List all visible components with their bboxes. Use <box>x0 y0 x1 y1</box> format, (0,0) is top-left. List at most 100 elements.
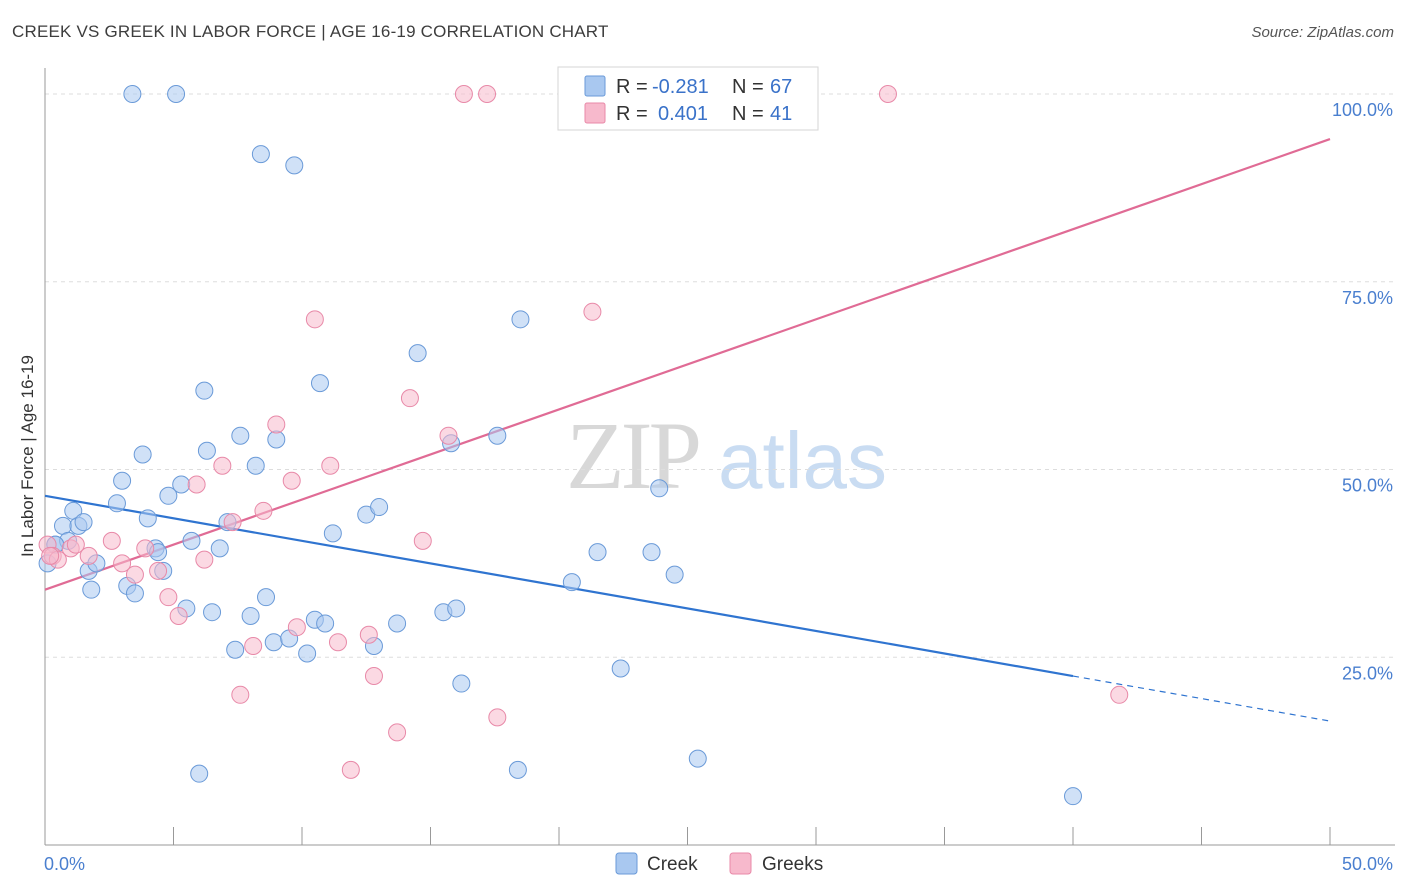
legend-r-value-greek: 0.401 <box>658 103 708 125</box>
y-axis-title: In Labor Force | Age 16-19 <box>18 355 37 557</box>
watermark-zip: ZIP <box>566 402 699 509</box>
creek-point-26 <box>203 603 222 622</box>
y-tick-labels: 25.0% 50.0% 75.0% 100.0% <box>1332 100 1393 683</box>
creek-point-2 <box>53 516 72 535</box>
creek-point-51 <box>488 426 507 445</box>
creek-point-59 <box>665 565 684 584</box>
x-tick-labels: 0.0% 50.0% <box>44 854 1393 874</box>
greek-point-28 <box>364 667 383 686</box>
creek-point-49 <box>447 599 466 618</box>
legend-n-label-greek: N = <box>732 103 764 125</box>
x-tick-label-1: 50.0% <box>1342 854 1393 874</box>
greek-point-18 <box>244 636 263 655</box>
creek-point-65 <box>123 85 142 104</box>
greek-point-10 <box>149 561 168 580</box>
greek-point-30 <box>400 389 419 408</box>
creek-point-45 <box>388 614 407 633</box>
creek-point-39 <box>310 374 329 393</box>
greek-point-27 <box>359 625 378 644</box>
legend-n-label-creek: N = <box>732 76 764 98</box>
greek-point-17 <box>231 685 250 704</box>
greek-point-38 <box>878 85 897 104</box>
creek-point-34 <box>264 633 283 652</box>
greek-point-8 <box>125 565 144 584</box>
creek-point-53 <box>511 310 530 329</box>
axes <box>44 68 1395 846</box>
creek-point-10 <box>107 494 126 513</box>
creek-point-8 <box>82 580 101 599</box>
creek-point-24 <box>195 381 214 400</box>
creek-point-40 <box>316 614 335 633</box>
bottom-legend-label-creek: Creek <box>647 854 698 875</box>
creek-point-23 <box>190 764 209 783</box>
greek-point-12 <box>169 606 188 625</box>
legend-r-label-creek: R = <box>616 76 648 98</box>
creek-point-25 <box>197 441 216 460</box>
creek-point-13 <box>125 584 144 603</box>
creek-point-37 <box>298 644 317 663</box>
creek-point-19 <box>159 486 178 505</box>
greek-points <box>38 85 1129 779</box>
creek-point-20 <box>172 475 191 494</box>
chart-title: CREEK VS GREEK IN LABOR FORCE | AGE 16-1… <box>12 22 609 41</box>
legend-n-value-greek: 41 <box>770 103 792 125</box>
creek-point-61 <box>1064 787 1082 806</box>
creek-point-33 <box>257 588 276 607</box>
greek-point-11 <box>159 588 178 607</box>
bottom-legend-swatch-creek <box>615 852 638 875</box>
greek-point-21 <box>282 471 301 490</box>
chart-source: Source: ZipAtlas.com <box>1251 24 1394 41</box>
greek-point-6 <box>102 531 121 550</box>
bottom-legend: Creek Greeks <box>615 852 823 875</box>
creek-point-50 <box>452 674 471 693</box>
legend-r-label-greek: R = <box>616 103 648 125</box>
greek-point-19 <box>254 501 273 520</box>
greek-point-4 <box>66 535 85 554</box>
greek-point-22 <box>287 618 306 637</box>
creek-point-35 <box>267 430 286 449</box>
creek-point-46 <box>408 344 427 363</box>
greek-point-35 <box>488 708 507 727</box>
creek-point-58 <box>650 479 669 498</box>
legend-n-value-creek: 67 <box>770 76 792 98</box>
x-tick-label-0: 0.0% <box>44 854 85 874</box>
greek-point-33 <box>454 85 473 104</box>
bottom-legend-swatch-greek <box>729 852 752 875</box>
greek-point-40 <box>41 546 60 565</box>
greek-point-29 <box>388 723 407 742</box>
creek-point-57 <box>642 543 661 562</box>
creek-point-63 <box>251 145 270 164</box>
creek-point-64 <box>285 156 304 175</box>
creek-point-31 <box>241 606 260 625</box>
greek-point-13 <box>187 475 206 494</box>
watermark-atlas: atlas <box>718 416 887 505</box>
creek-point-55 <box>588 543 607 562</box>
legend-swatch-creek <box>584 75 606 97</box>
greek-point-7 <box>113 554 132 573</box>
gridlines <box>45 93 1395 658</box>
greek-point-23 <box>305 310 324 329</box>
creek-point-30 <box>231 426 250 445</box>
creek-point-6 <box>74 513 93 532</box>
greek-point-34 <box>478 85 497 104</box>
y-tick-label-1: 50.0% <box>1342 476 1393 496</box>
creek-point-15 <box>138 509 157 528</box>
greek-point-20 <box>267 415 286 434</box>
creek-point-60 <box>688 749 707 768</box>
y-tick-label-3: 100.0% <box>1332 100 1393 120</box>
legend-r-value-creek: -0.281 <box>652 76 709 98</box>
greek-point-25 <box>328 633 347 652</box>
legend-swatch-greek <box>584 102 606 124</box>
creek-trend-line <box>44 494 1074 678</box>
greek-point-37 <box>583 302 602 321</box>
bottom-legend-label-greek: Greeks <box>762 854 823 875</box>
creek-point-29 <box>226 640 245 659</box>
creek-point-32 <box>246 456 265 475</box>
creek-point-22 <box>182 531 201 550</box>
watermark: ZIP atlas <box>566 402 887 509</box>
greek-point-15 <box>213 456 232 475</box>
y-tick-label-2: 75.0% <box>1342 288 1393 308</box>
creek-point-62 <box>167 85 186 104</box>
greek-point-24 <box>321 456 340 475</box>
greek-point-31 <box>413 531 432 550</box>
